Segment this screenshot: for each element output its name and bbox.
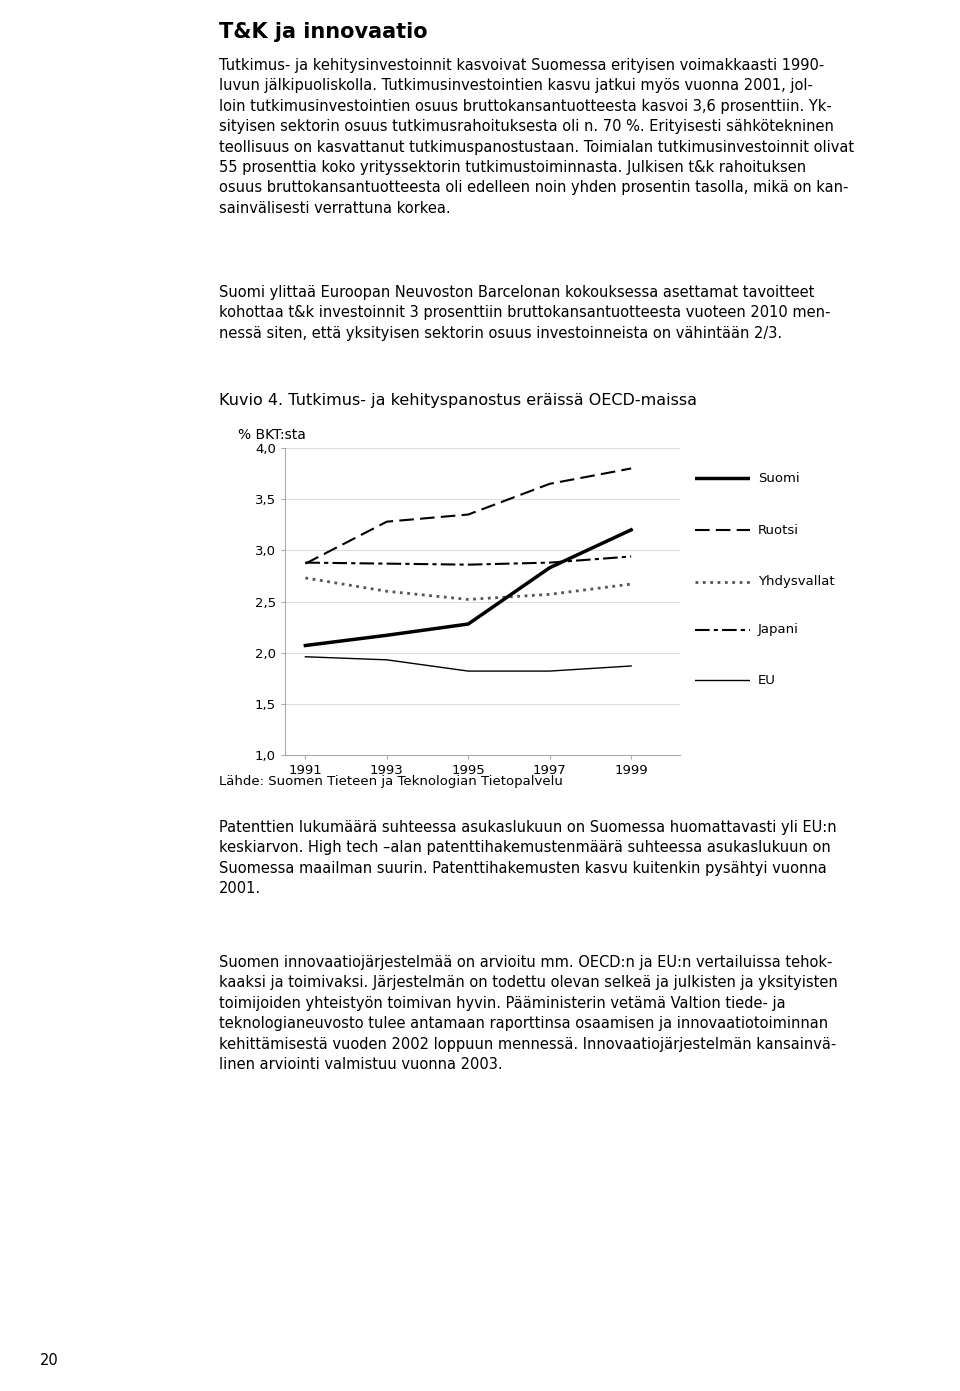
Text: Patenttien lukumäärä suhteessa asukaslukuun on Suomessa huomattavasti yli EU:n
k: Patenttien lukumäärä suhteessa asukasluk… xyxy=(219,821,836,896)
Text: Tutkimus- ja kehitysinvestoinnit kasvoivat Suomessa erityisen voimakkaasti 1990-: Tutkimus- ja kehitysinvestoinnit kasvoiv… xyxy=(219,58,854,216)
Text: Suomen innovaatiojärjestelmää on arvioitu mm. OECD:n ja EU:n vertailuissa tehok-: Suomen innovaatiojärjestelmää on arvioit… xyxy=(219,956,838,1072)
Text: Ruotsi: Ruotsi xyxy=(757,523,799,537)
Text: Suomi ylittaä Euroopan Neuvoston Barcelonan kokouksessa asettamat tavoitteet
koh: Suomi ylittaä Euroopan Neuvoston Barcelo… xyxy=(219,285,830,341)
Text: EU: EU xyxy=(757,673,776,687)
Text: % BKT:sta: % BKT:sta xyxy=(238,428,306,442)
Text: Kuvio 4. Tutkimus- ja kehityspanostus eräissä OECD-maissa: Kuvio 4. Tutkimus- ja kehityspanostus er… xyxy=(219,394,697,408)
Text: 20: 20 xyxy=(40,1353,60,1367)
Text: T&K ja innovaatio: T&K ja innovaatio xyxy=(219,22,427,42)
Text: Yhdysvallat: Yhdysvallat xyxy=(757,576,834,588)
Text: Lähde: Suomen Tieteen ja Teknologian Tietopalvelu: Lähde: Suomen Tieteen ja Teknologian Tie… xyxy=(219,775,563,787)
Text: Japani: Japani xyxy=(757,623,799,637)
Text: Suomi: Suomi xyxy=(757,472,800,484)
